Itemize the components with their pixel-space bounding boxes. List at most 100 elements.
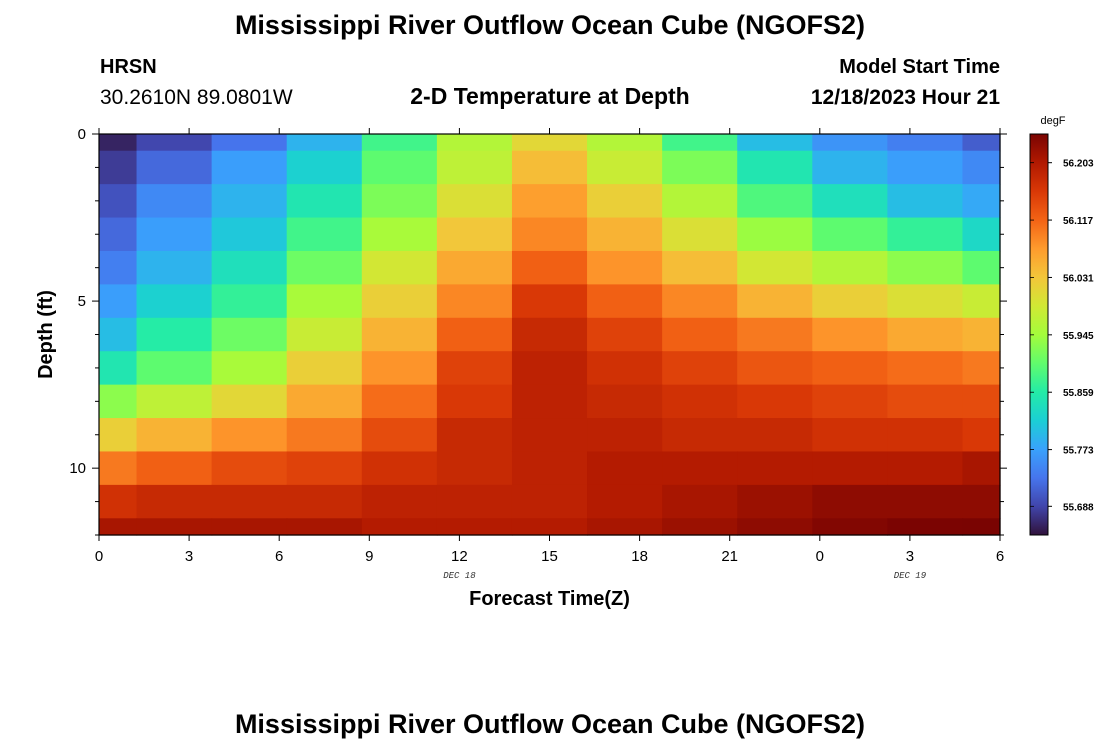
heatmap-cell xyxy=(587,484,663,519)
heatmap-cell xyxy=(286,351,363,386)
heatmap-cell xyxy=(887,317,964,352)
heatmap-cell xyxy=(511,317,588,352)
heatmap-cell xyxy=(737,184,813,219)
heatmap-cell xyxy=(587,284,663,319)
heatmap-cell xyxy=(361,518,438,536)
heatmap-cell xyxy=(361,217,438,252)
x-tick-label: 3 xyxy=(185,548,193,565)
heatmap-cell xyxy=(511,184,588,219)
heatmap-cell xyxy=(962,384,1001,419)
heatmap-cell xyxy=(436,134,513,152)
station-coordinates: 30.2610N 89.0801W xyxy=(100,86,293,109)
heatmap-cell xyxy=(511,518,588,536)
heatmap-cell xyxy=(812,351,888,386)
heatmap-cell xyxy=(361,384,438,419)
heatmap-cell xyxy=(737,518,813,536)
heatmap-cell xyxy=(286,451,363,486)
heatmap-cell xyxy=(436,317,513,352)
heatmap-cell xyxy=(587,317,663,352)
heatmap-cell xyxy=(99,284,138,319)
heatmap-cell xyxy=(662,351,738,386)
heatmap-cell xyxy=(737,484,813,519)
heatmap-cell xyxy=(587,418,663,453)
heatmap-cell xyxy=(211,284,288,319)
heatmap-cell xyxy=(211,134,288,152)
heatmap-cell xyxy=(662,134,738,152)
heatmap-cell xyxy=(511,384,588,419)
heatmap-cell xyxy=(211,217,288,252)
heatmap-cell xyxy=(511,217,588,252)
heatmap-cell xyxy=(737,250,813,285)
heatmap-cell xyxy=(511,250,588,285)
heatmap-cell xyxy=(136,284,213,319)
heatmap-cell xyxy=(511,284,588,319)
heatmap-cell xyxy=(136,184,213,219)
heatmap-cell xyxy=(99,317,138,352)
heatmap-cell xyxy=(136,351,213,386)
heatmap-cell xyxy=(136,250,213,285)
heatmap-cell xyxy=(887,150,964,185)
heatmap-cell xyxy=(436,284,513,319)
heatmap-cell xyxy=(587,184,663,219)
heatmap-cell xyxy=(737,217,813,252)
heatmap-cell xyxy=(286,150,363,185)
heatmap-cell xyxy=(436,150,513,185)
heatmap-cell xyxy=(662,418,738,453)
heatmap-cell xyxy=(211,451,288,486)
heatmap-cell xyxy=(436,518,513,536)
heatmap-cell xyxy=(211,418,288,453)
heatmap-cell xyxy=(436,250,513,285)
x-tick-label: 15 xyxy=(541,548,558,565)
heatmap-cell xyxy=(436,351,513,386)
heatmap-cell xyxy=(99,217,138,252)
colorbar: 56.203 56.117 56.031 55.945 55.859 55.773 55.6… xyxy=(1029,133,1094,536)
heatmap-cell xyxy=(211,484,288,519)
heatmap-cell xyxy=(662,184,738,219)
station-name: HRSN xyxy=(100,56,157,78)
heatmap-cell xyxy=(662,284,738,319)
x-tick-label: 6 xyxy=(275,548,283,565)
heatmap-cell xyxy=(962,134,1001,152)
heatmap-cell xyxy=(511,150,588,185)
x-tick-label: 6 xyxy=(996,548,1004,565)
heatmap-cell xyxy=(587,134,663,152)
heatmap-cell xyxy=(587,217,663,252)
heatmap-cell xyxy=(962,484,1001,519)
heatmap-cell xyxy=(662,317,738,352)
colorbar-tick-label: 55.688 xyxy=(1063,502,1094,513)
heatmap-cell xyxy=(962,351,1001,386)
heatmap-cell xyxy=(812,418,888,453)
heatmap-cell xyxy=(887,418,964,453)
date-label: DEC 18 xyxy=(443,571,476,581)
heatmap-cell xyxy=(136,217,213,252)
heatmap-cell xyxy=(887,134,964,152)
heatmap-cell xyxy=(286,217,363,252)
colorbar-tick-label: 55.859 xyxy=(1063,388,1094,399)
heatmap-cell xyxy=(962,284,1001,319)
heatmap-cell xyxy=(812,150,888,185)
heatmap-cell xyxy=(99,150,138,185)
heatmap-cell xyxy=(136,418,213,453)
heatmap-cell xyxy=(737,284,813,319)
heatmap-cell xyxy=(887,351,964,386)
heatmap-cell xyxy=(211,184,288,219)
heatmap-cell xyxy=(136,317,213,352)
heatmap-cell xyxy=(662,451,738,486)
heatmap-cell xyxy=(962,451,1001,486)
heatmap-cell xyxy=(887,384,964,419)
heatmap-cell xyxy=(436,217,513,252)
heatmap-cell xyxy=(286,317,363,352)
heatmap-cell xyxy=(99,250,138,285)
heatmap-cell xyxy=(361,284,438,319)
heatmap-cell xyxy=(962,217,1001,252)
heatmap-cell xyxy=(286,384,363,419)
heatmap-cell xyxy=(211,351,288,386)
heatmap-cell xyxy=(361,150,438,185)
plot-title: 2-D Temperature at Depth xyxy=(410,83,690,109)
colorbar-tick-label: 56.117 xyxy=(1063,216,1093,227)
x-tick-label: 9 xyxy=(365,548,373,565)
heatmap-cell xyxy=(812,384,888,419)
heatmap-cell xyxy=(962,317,1001,352)
heatmap-cell xyxy=(361,484,438,519)
page-title: Mississippi River Outflow Ocean Cube (NG… xyxy=(234,10,866,40)
